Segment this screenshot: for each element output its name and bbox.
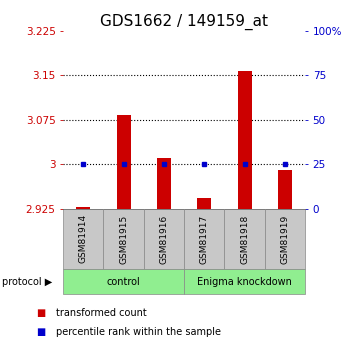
Text: GSM81917: GSM81917: [200, 214, 209, 264]
Text: ■: ■: [36, 327, 45, 337]
Bar: [157, 158, 171, 209]
Text: ■: ■: [36, 308, 45, 318]
Text: GSM81915: GSM81915: [119, 214, 128, 264]
Bar: [197, 198, 211, 209]
Text: GSM81914: GSM81914: [79, 214, 88, 264]
Text: GSM81918: GSM81918: [240, 214, 249, 264]
Bar: [238, 71, 252, 209]
Text: transformed count: transformed count: [56, 308, 147, 318]
Text: percentile rank within the sample: percentile rank within the sample: [56, 327, 221, 337]
Text: GSM81916: GSM81916: [160, 214, 169, 264]
Bar: [76, 207, 90, 209]
Bar: [278, 170, 292, 209]
Text: control: control: [107, 277, 140, 286]
Bar: [117, 115, 131, 209]
Text: protocol ▶: protocol ▶: [2, 277, 52, 286]
Title: GDS1662 / 149159_at: GDS1662 / 149159_at: [100, 13, 268, 30]
Text: Enigma knockdown: Enigma knockdown: [197, 277, 292, 286]
Text: GSM81919: GSM81919: [280, 214, 290, 264]
